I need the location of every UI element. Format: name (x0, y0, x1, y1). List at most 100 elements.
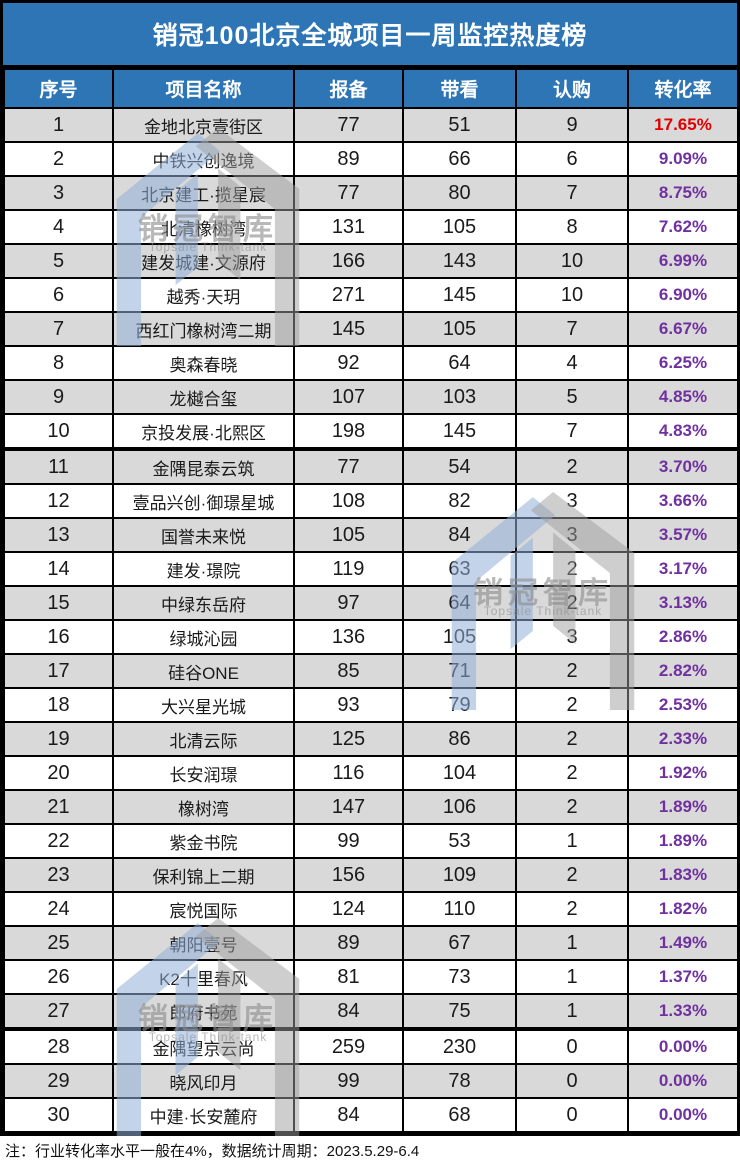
baobei-cell: 166 (293, 243, 404, 279)
rate-cell: 6.90% (627, 277, 739, 313)
table-row: 16 绿城沁园 136 105 3 2.86% (3, 619, 739, 655)
project-name-cell: 长安润璟 (112, 755, 295, 791)
table-row: 19 北清云际 125 86 2 2.33% (3, 721, 739, 757)
project-name-cell: 中绿东岳府 (112, 585, 295, 621)
daikan-cell: 64 (402, 345, 517, 381)
rengou-cell: 6 (515, 141, 629, 177)
rate-cell: 1.82% (627, 891, 739, 927)
daikan-cell: 110 (402, 891, 517, 927)
daikan-cell: 230 (402, 1028, 517, 1065)
rengou-cell: 5 (515, 379, 629, 415)
project-name-cell: 紫金书院 (112, 823, 295, 859)
rank-cell: 29 (3, 1063, 114, 1099)
rank-cell: 24 (3, 891, 114, 927)
daikan-cell: 78 (402, 1063, 517, 1099)
baobei-cell: 84 (293, 993, 404, 1031)
rengou-cell: 7 (515, 175, 629, 211)
rengou-cell: 2 (515, 551, 629, 587)
baobei-cell: 108 (293, 483, 404, 519)
project-name-cell: 越秀·天玥 (112, 277, 295, 313)
baobei-cell: 136 (293, 619, 404, 655)
baobei-cell: 107 (293, 379, 404, 415)
table-row: 26 K2十里春风 81 73 1 1.37% (3, 959, 739, 995)
table-row: 23 保利锦上二期 156 109 2 1.83% (3, 857, 739, 893)
table-header: 序号 项目名称 报备 带看 认购 转化率 (3, 68, 739, 109)
rate-cell: 1.33% (627, 993, 739, 1031)
rate-cell: 3.70% (627, 448, 739, 485)
baobei-cell: 145 (293, 311, 404, 347)
daikan-cell: 84 (402, 517, 517, 553)
rengou-cell: 10 (515, 243, 629, 279)
baobei-cell: 77 (293, 175, 404, 211)
baobei-cell: 97 (293, 585, 404, 621)
table-row: 15 中绿东岳府 97 64 2 3.13% (3, 585, 739, 621)
rank-cell: 14 (3, 551, 114, 587)
rank-cell: 28 (3, 1028, 114, 1065)
daikan-cell: 105 (402, 311, 517, 347)
table-row: 24 宸悦国际 124 110 2 1.82% (3, 891, 739, 927)
table-row: 2 中铁兴创逸境 89 66 6 9.09% (3, 141, 739, 177)
footer-note: 注：行业转化率水平一般在4%，数据统计周期：2023.5.29-6.4 (5, 1143, 420, 1160)
table-row: 13 国誉未来悦 105 84 3 3.57% (3, 517, 739, 553)
baobei-cell: 131 (293, 209, 404, 245)
table-row: 17 硅谷ONE 85 71 2 2.82% (3, 653, 739, 689)
project-name-cell: 中建·长安麓府 (112, 1097, 295, 1133)
daikan-cell: 109 (402, 857, 517, 893)
rengou-cell: 2 (515, 789, 629, 825)
daikan-cell: 64 (402, 585, 517, 621)
rank-cell: 13 (3, 517, 114, 553)
project-name-cell: 金隅昆泰云筑 (112, 448, 295, 485)
rate-cell: 3.13% (627, 585, 739, 621)
baobei-cell: 84 (293, 1097, 404, 1133)
project-name-cell: 硅谷ONE (112, 653, 295, 689)
rate-cell: 9.09% (627, 141, 739, 177)
table-row: 14 建发·璟院 119 63 2 3.17% (3, 551, 739, 587)
project-name-cell: 朝阳壹号 (112, 925, 295, 961)
baobei-cell: 89 (293, 925, 404, 961)
rank-cell: 21 (3, 789, 114, 825)
daikan-cell: 104 (402, 755, 517, 791)
project-name-cell: 北清云际 (112, 721, 295, 757)
column-header-rate: 转化率 (627, 68, 739, 109)
rate-cell: 7.62% (627, 209, 739, 245)
rengou-cell: 0 (515, 1028, 629, 1065)
daikan-cell: 143 (402, 243, 517, 279)
rank-cell: 10 (3, 413, 114, 451)
daikan-cell: 53 (402, 823, 517, 859)
table-row: 22 紫金书院 99 53 1 1.89% (3, 823, 739, 859)
baobei-cell: 92 (293, 345, 404, 381)
rate-cell: 3.66% (627, 483, 739, 519)
project-name-cell: 金隅望京云尚 (112, 1028, 295, 1065)
rate-cell: 1.92% (627, 755, 739, 791)
project-name-cell: K2十里春风 (112, 959, 295, 995)
baobei-cell: 156 (293, 857, 404, 893)
baobei-cell: 125 (293, 721, 404, 757)
rate-cell: 1.89% (627, 789, 739, 825)
table-row: 10 京投发展·北熙区 198 145 7 4.83% (3, 413, 739, 451)
rengou-cell: 1 (515, 823, 629, 859)
rate-cell: 3.57% (627, 517, 739, 553)
rank-cell: 2 (3, 141, 114, 177)
column-header-rengou: 认购 (515, 68, 629, 109)
daikan-cell: 51 (402, 107, 517, 143)
rengou-cell: 9 (515, 107, 629, 143)
baobei-cell: 271 (293, 277, 404, 313)
rank-cell: 3 (3, 175, 114, 211)
daikan-cell: 75 (402, 993, 517, 1031)
table-row: 11 金隅昆泰云筑 77 54 2 3.70% (3, 448, 739, 485)
rengou-cell: 2 (515, 891, 629, 927)
project-name-cell: 建发·璟院 (112, 551, 295, 587)
rate-cell: 1.83% (627, 857, 739, 893)
rengou-cell: 7 (515, 311, 629, 347)
rate-cell: 17.65% (627, 107, 739, 143)
rank-cell: 9 (3, 379, 114, 415)
baobei-cell: 93 (293, 687, 404, 723)
table-body: 1 金地北京壹街区 77 51 9 17.65% 2 中铁兴创逸境 89 66 6 9.09% 3 北京建… (3, 107, 739, 1133)
rengou-cell: 10 (515, 277, 629, 313)
rengou-cell: 2 (515, 755, 629, 791)
table-row: 25 朝阳壹号 89 67 1 1.49% (3, 925, 739, 961)
project-name-cell: 金地北京壹街区 (112, 107, 295, 143)
daikan-cell: 68 (402, 1097, 517, 1133)
table-row: 3 北京建工·揽星宸 77 80 7 8.75% (3, 175, 739, 211)
rank-cell: 1 (3, 107, 114, 143)
